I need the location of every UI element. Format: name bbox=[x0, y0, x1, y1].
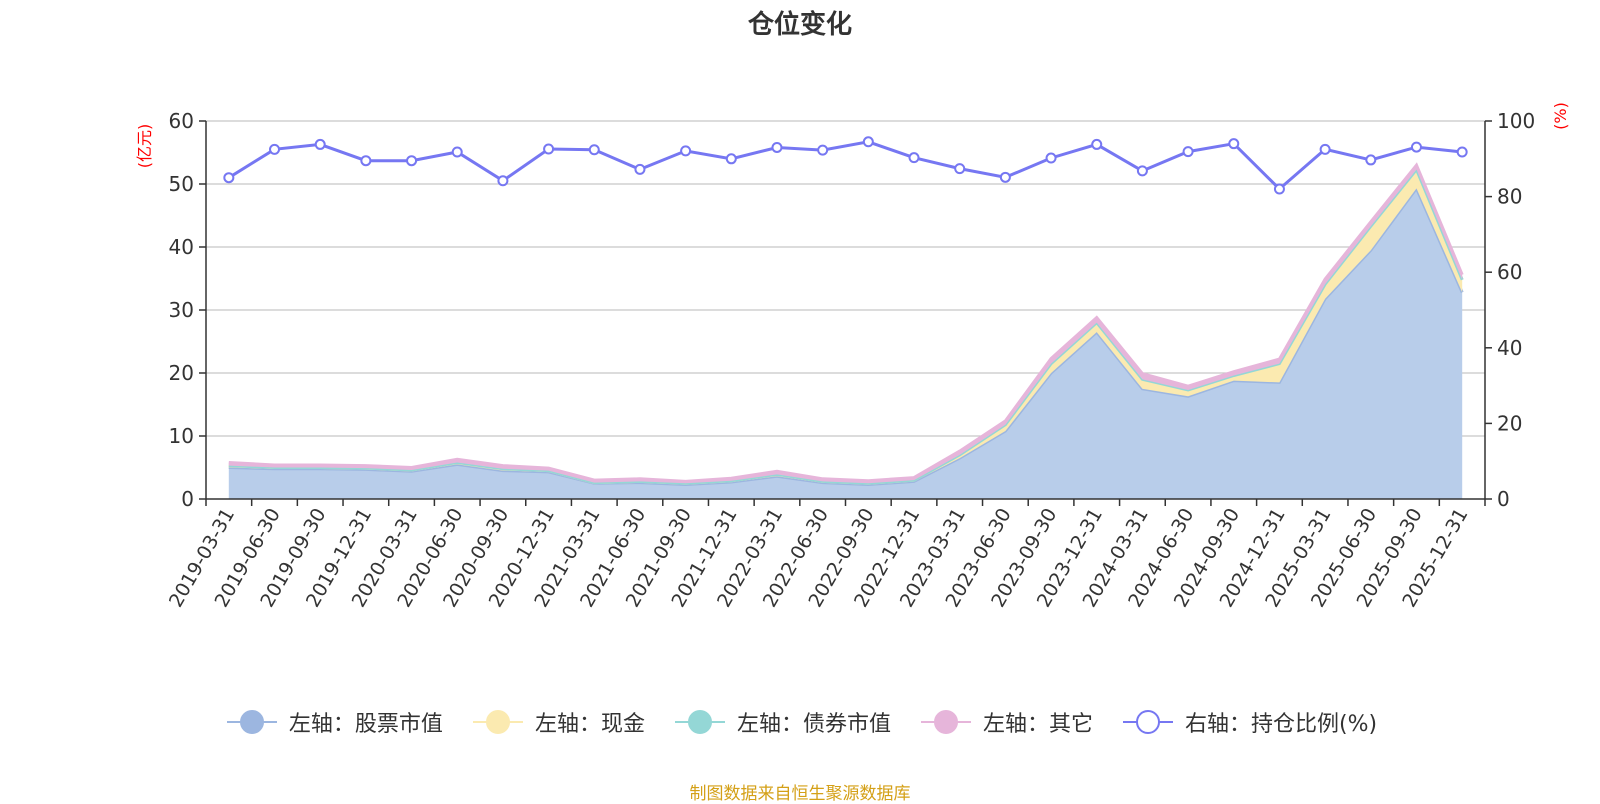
legend-other[interactable]: 左轴：其它 bbox=[917, 706, 1093, 738]
ratio-point bbox=[588, 144, 600, 156]
ratio-point bbox=[954, 163, 966, 175]
axes bbox=[199, 120, 1492, 506]
ratio-point bbox=[1091, 138, 1103, 150]
right-tick-label: 100 bbox=[1497, 109, 1535, 133]
left-tick-label: 50 bbox=[169, 172, 194, 196]
ratio-point bbox=[634, 163, 646, 175]
ratio-point bbox=[1319, 143, 1331, 155]
ratio-point bbox=[269, 143, 281, 155]
right-tick-label: 60 bbox=[1497, 260, 1522, 284]
legend-label: 左轴：其它 bbox=[982, 712, 1093, 737]
stacked-areas bbox=[228, 162, 1464, 499]
ratio-point bbox=[497, 175, 509, 187]
ratio-point bbox=[1410, 141, 1422, 153]
circle-icon bbox=[920, 710, 971, 734]
circle-icon bbox=[226, 710, 277, 734]
chart-title: 仓位变化 bbox=[747, 10, 852, 40]
ratio-point bbox=[451, 146, 463, 158]
ratio-line-path bbox=[228, 140, 1463, 192]
legend-cash[interactable]: 左轴：现金 bbox=[469, 706, 645, 738]
area-other-line bbox=[228, 162, 1464, 483]
gridlines bbox=[206, 120, 1485, 437]
ratio-point bbox=[908, 152, 920, 164]
left-tick-label: 40 bbox=[169, 235, 194, 259]
ratio-point bbox=[1456, 146, 1468, 158]
ratio-point bbox=[862, 136, 874, 148]
legend: 左轴：股票市值 左轴：现金 左轴：债券市值 左轴：其它 右轴：持仓比例(%) bbox=[0, 706, 1600, 738]
right-unit-label: (%) bbox=[1551, 102, 1570, 130]
ratio-point bbox=[771, 141, 783, 153]
ratio-point bbox=[1182, 146, 1194, 158]
ratio-point bbox=[360, 155, 372, 167]
ratio-point bbox=[1136, 165, 1148, 177]
ratio-point bbox=[817, 144, 829, 156]
chart-area: 01020304050600204060801002019-03-312019-… bbox=[135, 102, 1570, 611]
left-tick-label: 60 bbox=[169, 109, 194, 133]
ratio-point bbox=[543, 143, 555, 155]
left-tick-label: 20 bbox=[169, 361, 194, 385]
legend-label: 左轴：股票市值 bbox=[288, 712, 443, 737]
area-stock-value bbox=[228, 188, 1463, 499]
ratio-point bbox=[999, 171, 1011, 183]
ratio-line bbox=[223, 136, 1468, 195]
source-note: 制图数据来自恒生聚源数据库 bbox=[689, 784, 911, 804]
left-tick-label: 10 bbox=[169, 424, 194, 448]
ratio-point bbox=[680, 145, 692, 157]
right-tick-label: 0 bbox=[1497, 487, 1510, 511]
ratio-point bbox=[725, 153, 737, 165]
ratio-point bbox=[314, 138, 326, 150]
ratio-point bbox=[1228, 138, 1240, 150]
legend-label: 左轴：现金 bbox=[534, 712, 645, 737]
legend-bond-value[interactable]: 左轴：债券市值 bbox=[671, 706, 891, 738]
legend-label: 右轴：持仓比例(%) bbox=[1184, 712, 1378, 737]
circle-icon bbox=[472, 710, 523, 734]
ratio-point bbox=[1045, 152, 1057, 164]
right-tick-label: 20 bbox=[1497, 411, 1522, 435]
ratio-point bbox=[406, 155, 418, 167]
ratio-point bbox=[1273, 183, 1285, 195]
left-unit-label: (亿元) bbox=[135, 124, 154, 169]
ratio-point bbox=[1365, 154, 1377, 166]
circle-icon bbox=[674, 710, 725, 734]
legend-position-ratio[interactable]: 右轴：持仓比例(%) bbox=[1119, 706, 1377, 738]
legend-stock-value[interactable]: 左轴：股票市值 bbox=[223, 706, 443, 738]
right-tick-label: 40 bbox=[1497, 336, 1522, 360]
legend-label: 左轴：债券市值 bbox=[736, 712, 891, 737]
left-tick-label: 30 bbox=[169, 298, 194, 322]
left-tick-label: 0 bbox=[181, 487, 194, 511]
right-tick-label: 80 bbox=[1497, 185, 1522, 209]
ring-icon bbox=[1122, 710, 1173, 734]
ratio-point bbox=[223, 172, 235, 184]
